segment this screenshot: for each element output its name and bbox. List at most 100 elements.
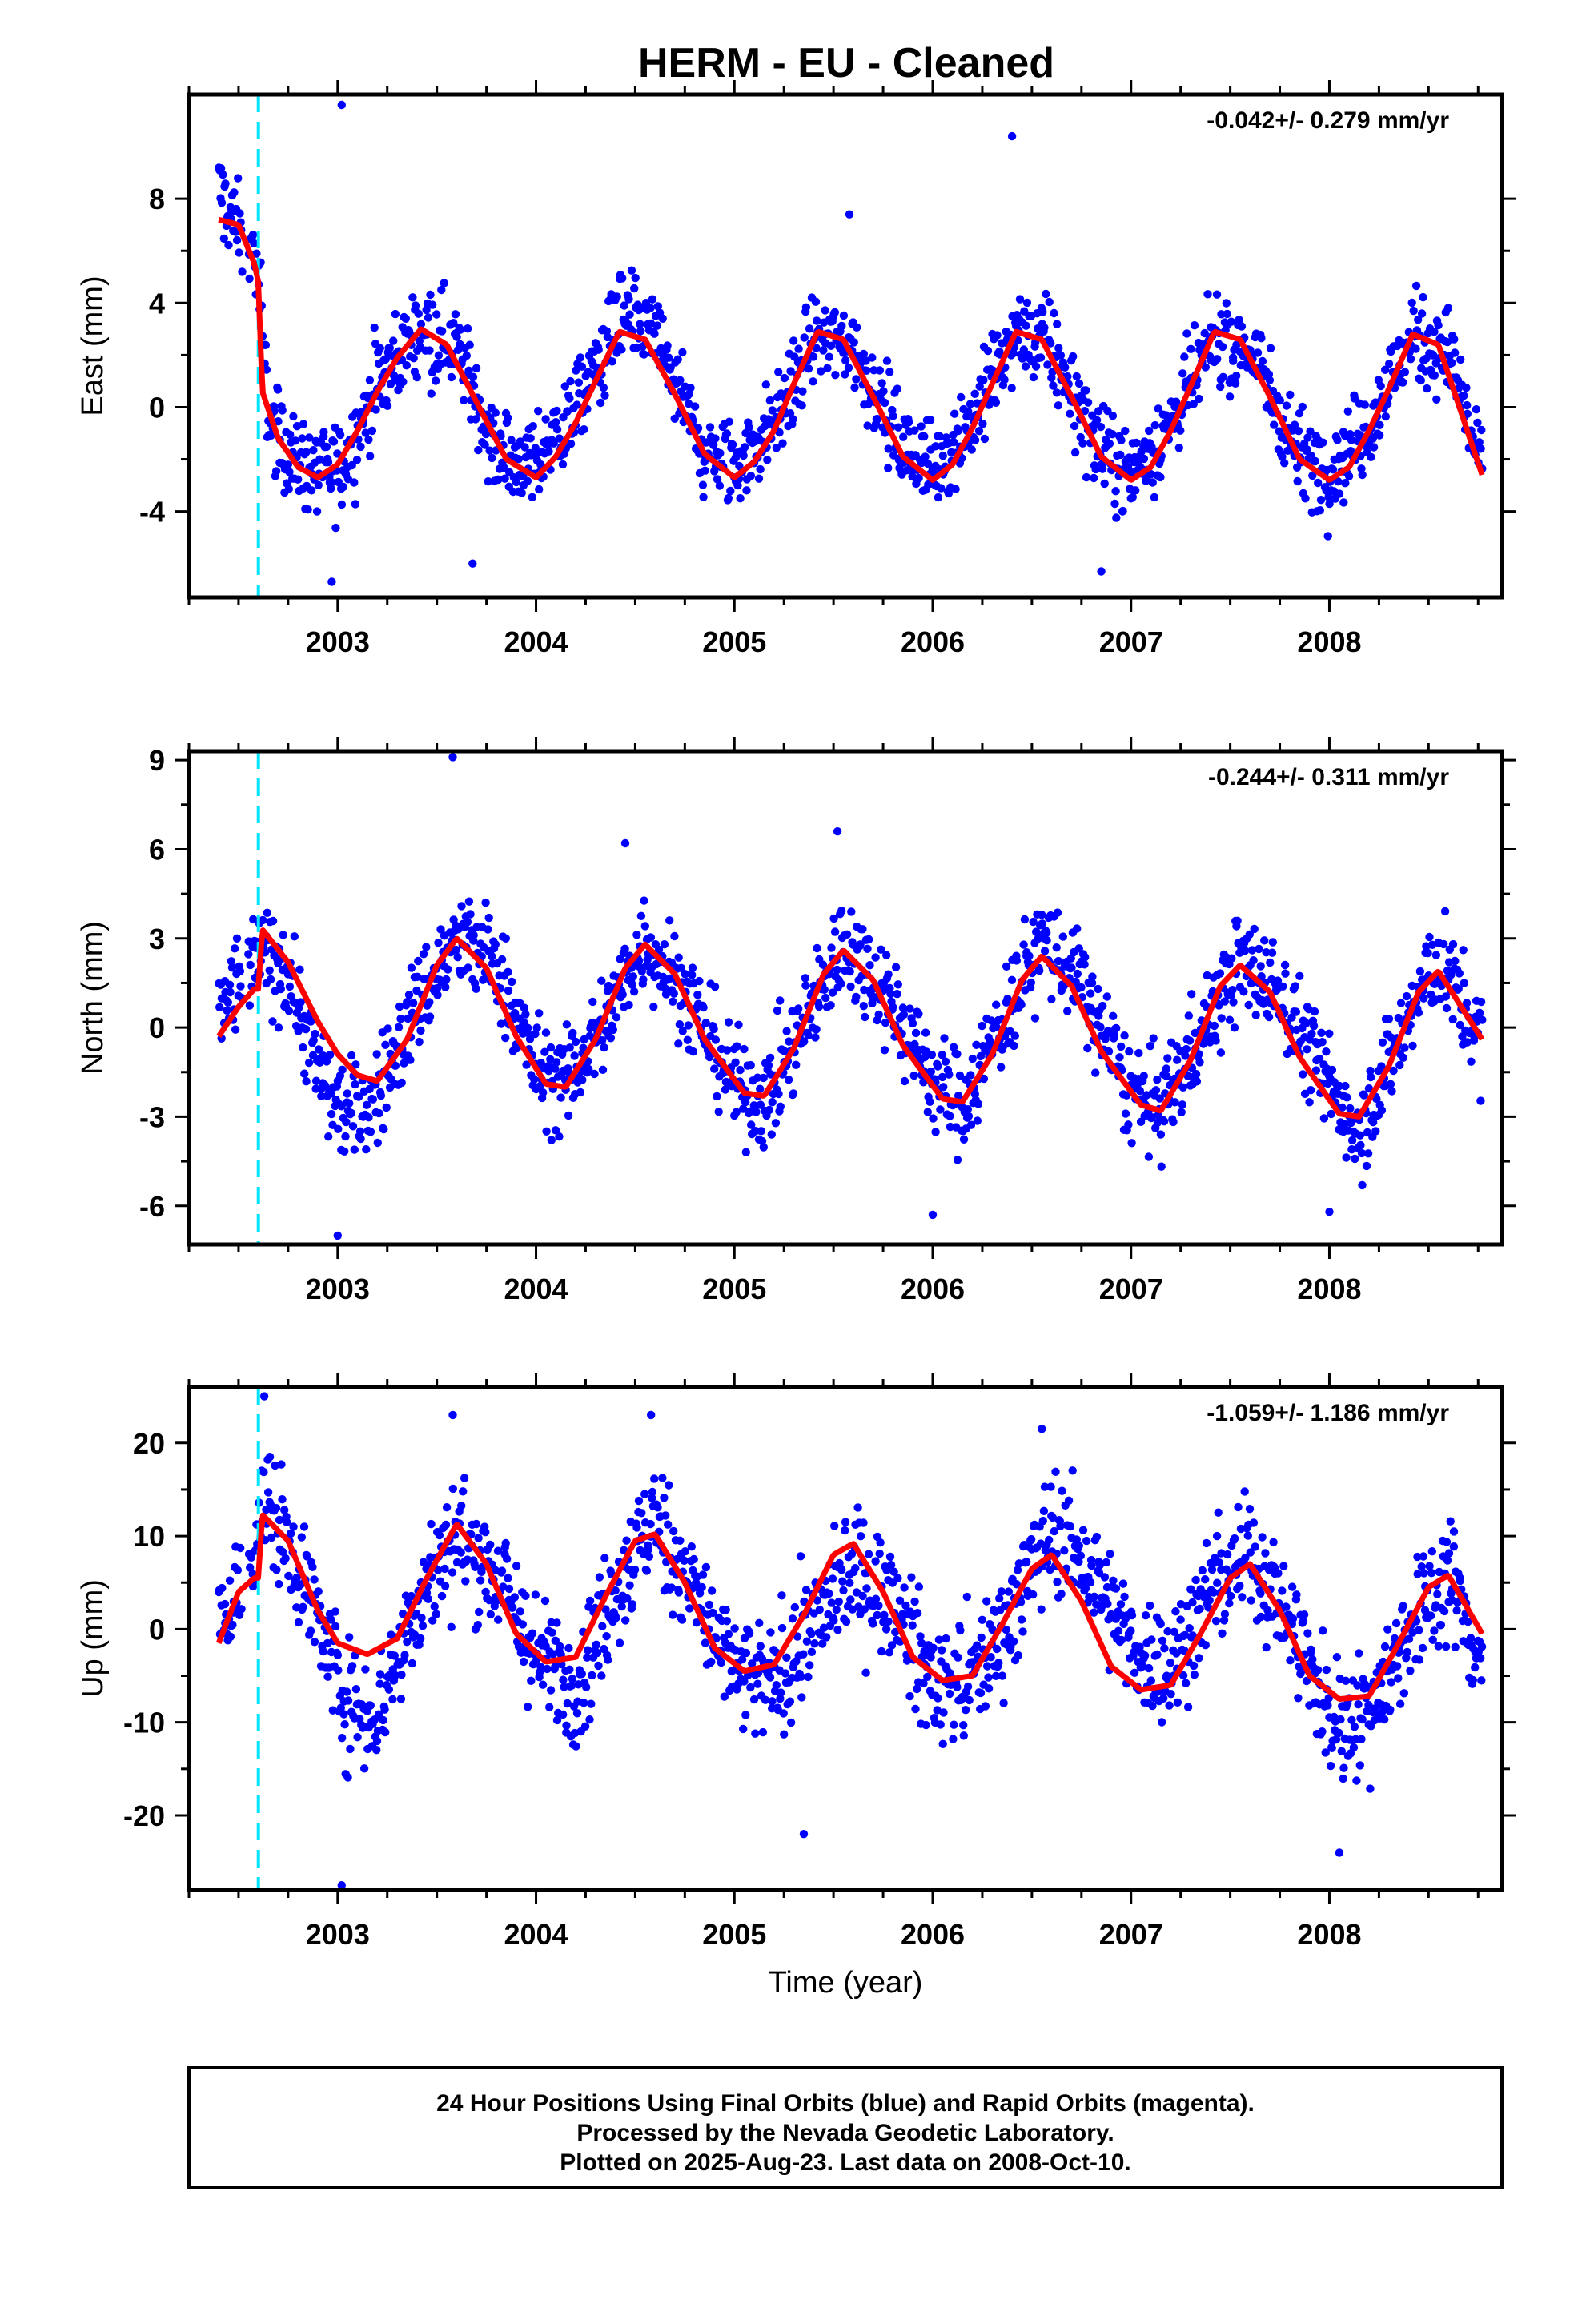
data-point [624,295,633,304]
data-point [1290,420,1299,429]
data-point [893,1574,902,1583]
data-point [1220,1610,1230,1618]
data-point [1017,1615,1026,1624]
data-point [861,1012,869,1022]
data-point [353,1733,362,1742]
data-point [756,464,765,474]
data-point [1381,412,1391,421]
data-point [1366,1784,1375,1793]
data-point [1145,426,1154,436]
data-point [863,944,872,954]
data-point [828,1574,837,1583]
data-point [283,1518,291,1526]
data-point [1072,372,1082,381]
data-point [238,267,247,276]
data-point [1040,1482,1050,1491]
data-point [1476,997,1486,1007]
data-point [874,1010,883,1019]
footer-line-3: Plotted on 2025-Aug-23. Last data on 200… [560,2149,1131,2176]
data-point [687,1542,696,1551]
data-point [1406,1667,1415,1675]
data-point [868,353,877,362]
data-point [850,383,859,392]
data-point [1339,1763,1348,1772]
data-point [1098,464,1107,473]
data-point [362,1145,371,1154]
data-point [674,1588,683,1597]
rate-label: -0.042+/- 0.279 mm/yr [1207,107,1449,134]
data-point [967,445,976,454]
data-point [1230,1534,1239,1543]
x-tick-label: 2006 [901,1918,965,1951]
plot-frame [187,749,1504,1247]
data-point [347,1051,356,1060]
data-point [588,997,597,1007]
data-point [1389,1066,1398,1076]
data-point [1423,384,1431,393]
data-point [893,990,901,999]
data-point [1270,420,1279,429]
data-point [311,1076,321,1085]
data-point [390,1651,399,1660]
data-point [1054,956,1063,966]
data-point [1357,1735,1366,1743]
data-point [1081,953,1090,962]
data-point [1225,392,1235,401]
data-point [1202,1538,1211,1548]
data-point [1077,983,1086,992]
data-point [819,346,828,355]
data-point [504,1584,514,1594]
data-point [1341,1676,1351,1685]
data-point [1280,459,1289,468]
data-point [531,1590,540,1599]
data-point [1096,1023,1105,1031]
data-point [1428,1635,1437,1644]
data-point [1080,960,1089,969]
data-point [346,1744,355,1754]
data-point [290,932,299,941]
y-tick-label: 8 [149,183,165,215]
data-point [1440,907,1450,916]
data-point [1158,1636,1167,1645]
data-point [1212,1531,1222,1541]
data-point [1216,1048,1226,1057]
data-point [1299,1610,1309,1619]
x-tick-label: 2005 [702,1273,766,1305]
data-point [665,1481,673,1490]
data-point [811,297,821,306]
data-point [873,415,882,424]
data-point [1053,1578,1062,1586]
data-point [1146,470,1155,479]
data-point [771,1119,781,1128]
data-point [1051,1467,1060,1477]
data-point [845,967,854,976]
data-point [466,910,475,919]
data-point [1417,309,1427,318]
y-axis-label: North (mm) [76,921,110,1075]
data-point [716,448,725,458]
data-point [1380,1642,1390,1651]
data-point [372,1746,381,1755]
data-point [275,1579,283,1589]
data-point [562,1721,571,1730]
data-point [514,455,524,464]
data-point [636,327,645,336]
data-point [350,478,359,487]
data-point [286,430,295,439]
data-point [1103,406,1112,416]
data-point [226,987,235,997]
data-point [690,402,700,411]
data-point [584,1064,593,1074]
data-point [1211,1036,1220,1045]
data-point [1189,400,1199,408]
data-point [1349,1743,1359,1752]
data-point [266,975,275,984]
data-point [1456,355,1465,364]
data-point [975,382,984,391]
data-point [563,1699,572,1708]
data-point [1000,376,1009,384]
data-point [1473,418,1482,428]
data-point [701,466,709,475]
data-point [1266,344,1275,352]
